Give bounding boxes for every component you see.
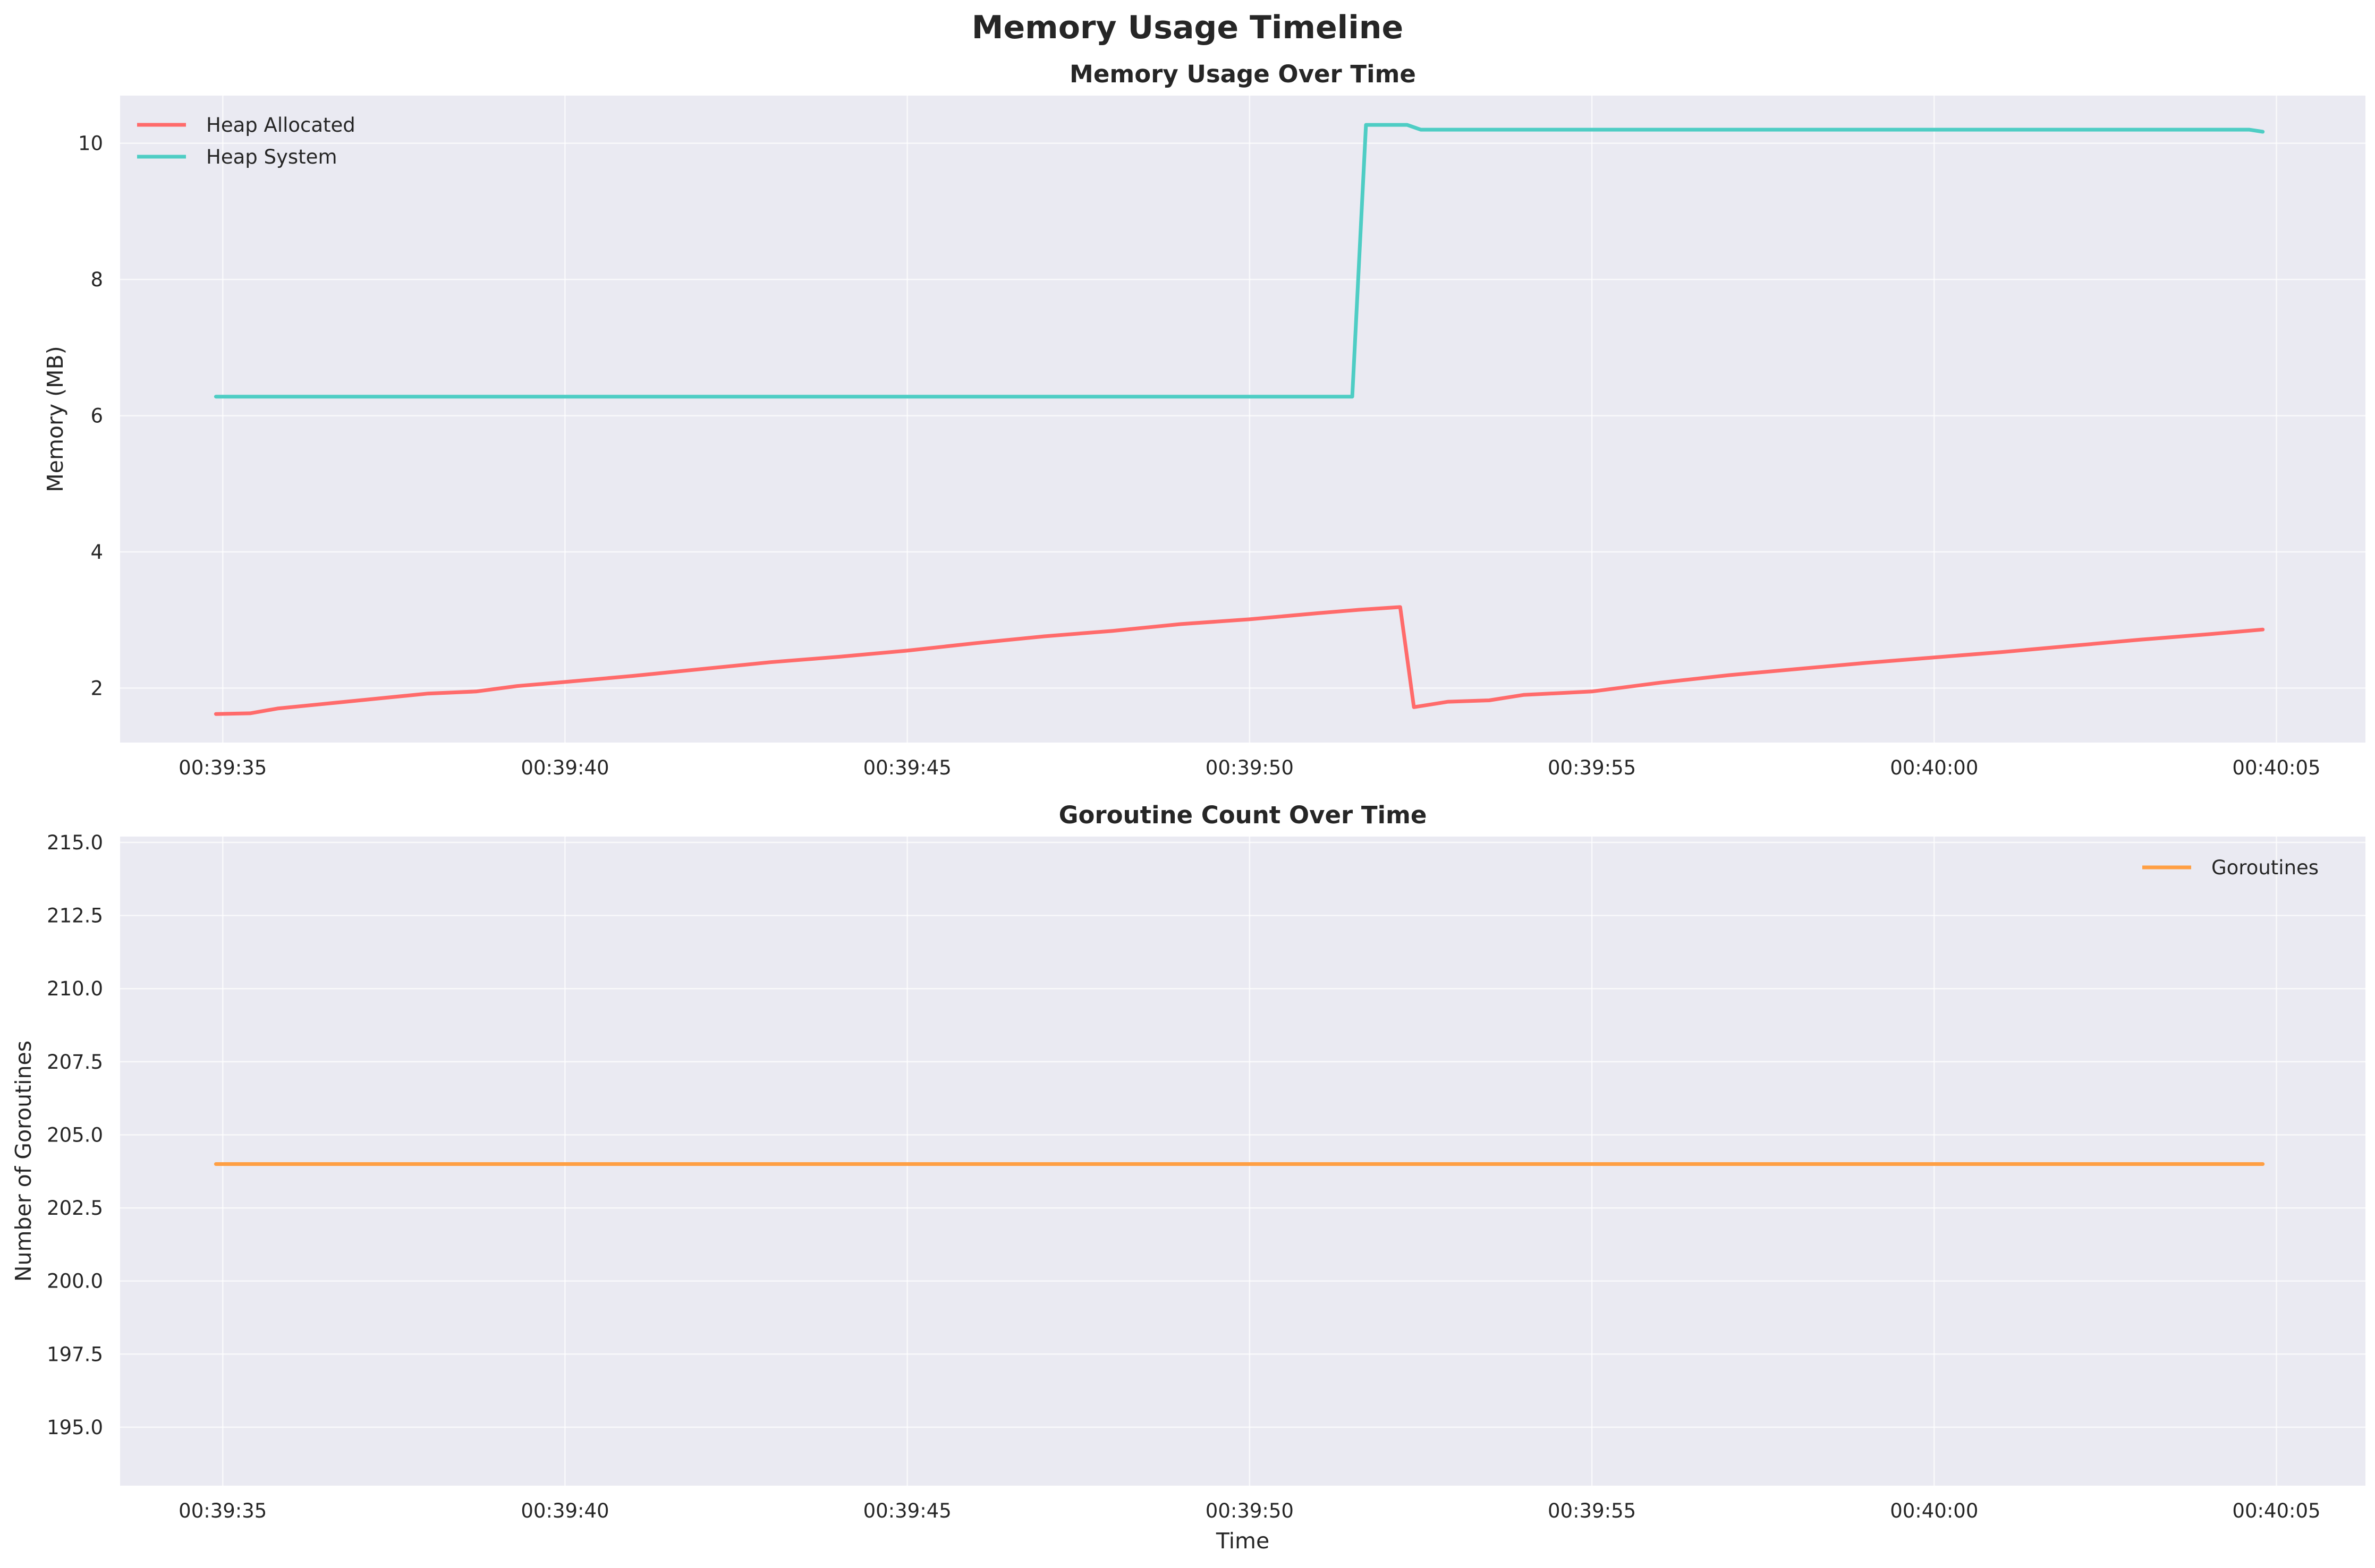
y-axis-label: Memory (MB) <box>43 346 68 492</box>
x-tick-label: 00:39:40 <box>521 756 609 779</box>
series-line-heap-allocated <box>214 605 2265 716</box>
y-axis-label: Number of Goroutines <box>11 1041 36 1282</box>
legend: Heap Allocated Heap System <box>137 114 355 168</box>
y-tick-label: 205.0 <box>47 1123 103 1146</box>
figure-title: Memory Usage Timeline <box>972 9 1403 46</box>
legend-label: Goroutines <box>2211 856 2319 879</box>
x-tick-label: 00:39:50 <box>1206 1499 1294 1522</box>
x-tick-label: 00:39:55 <box>1548 1499 1636 1522</box>
y-tick-label: 8 <box>90 268 103 291</box>
y-tick-label: 4 <box>90 541 103 564</box>
x-tick-label: 00:39:35 <box>179 756 267 779</box>
y-tick-label: 2 <box>90 677 103 700</box>
x-tick-label: 00:39:45 <box>863 1499 952 1522</box>
y-tick-label: 207.5 <box>47 1051 103 1073</box>
y-tick-label: 197.5 <box>47 1343 103 1366</box>
x-tick-label: 00:39:50 <box>1206 756 1294 779</box>
y-tick-label: 202.5 <box>47 1197 103 1220</box>
plot-area <box>120 837 2365 1486</box>
y-tick-label: 195.0 <box>47 1416 103 1439</box>
y-tick-label: 212.5 <box>47 905 103 927</box>
legend-label: Heap Allocated <box>206 114 355 137</box>
x-axis-label: Time <box>1216 1528 1269 1554</box>
y-tick-label: 210.0 <box>47 977 103 1000</box>
y-tick-label: 215.0 <box>47 831 103 854</box>
x-tick-label: 00:39:45 <box>863 756 952 779</box>
x-tick-label: 00:40:00 <box>1890 1499 1978 1522</box>
x-tick-label: 00:39:35 <box>179 1499 267 1522</box>
y-tick-label: 10 <box>78 132 103 155</box>
legend: Goroutines <box>2142 856 2319 879</box>
plot-area <box>120 96 2365 743</box>
legend-label: Heap System <box>206 146 337 168</box>
x-tick-label: 00:40:00 <box>1890 756 1978 779</box>
x-tick-label: 00:39:40 <box>521 1499 609 1522</box>
panel-title: Goroutine Count Over Time <box>1059 801 1427 829</box>
x-tick-label: 00:40:05 <box>2232 1499 2320 1522</box>
panel-1: 00:39:35 00:39:40 00:39:45 00:39:50 00:39:55… <box>43 60 2365 779</box>
y-tick-label: 6 <box>90 405 103 428</box>
panel-title: Memory Usage Over Time <box>1070 60 1416 88</box>
y-tick-label: 200.0 <box>47 1270 103 1293</box>
x-tick-label: 00:40:05 <box>2232 756 2320 779</box>
x-tick-label: 00:39:55 <box>1548 756 1636 779</box>
series-line-heap-system <box>214 123 2265 399</box>
panel-2: 00:39:35 00:39:40 00:39:45 00:39:50 00:39:55… <box>11 801 2365 1554</box>
